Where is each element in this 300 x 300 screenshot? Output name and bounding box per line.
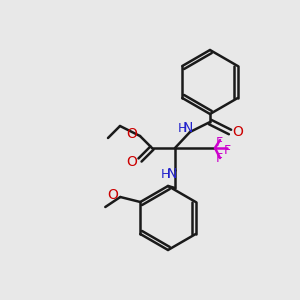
- Text: O: O: [232, 125, 243, 139]
- Text: F: F: [224, 143, 231, 157]
- Text: F: F: [215, 152, 223, 164]
- Text: N: N: [167, 167, 177, 181]
- Text: O: O: [127, 127, 137, 141]
- Text: O: O: [127, 155, 137, 169]
- Text: H: H: [177, 122, 187, 134]
- Text: H: H: [160, 167, 170, 181]
- Text: N: N: [183, 121, 193, 135]
- Text: F: F: [215, 136, 223, 148]
- Text: O: O: [107, 188, 118, 202]
